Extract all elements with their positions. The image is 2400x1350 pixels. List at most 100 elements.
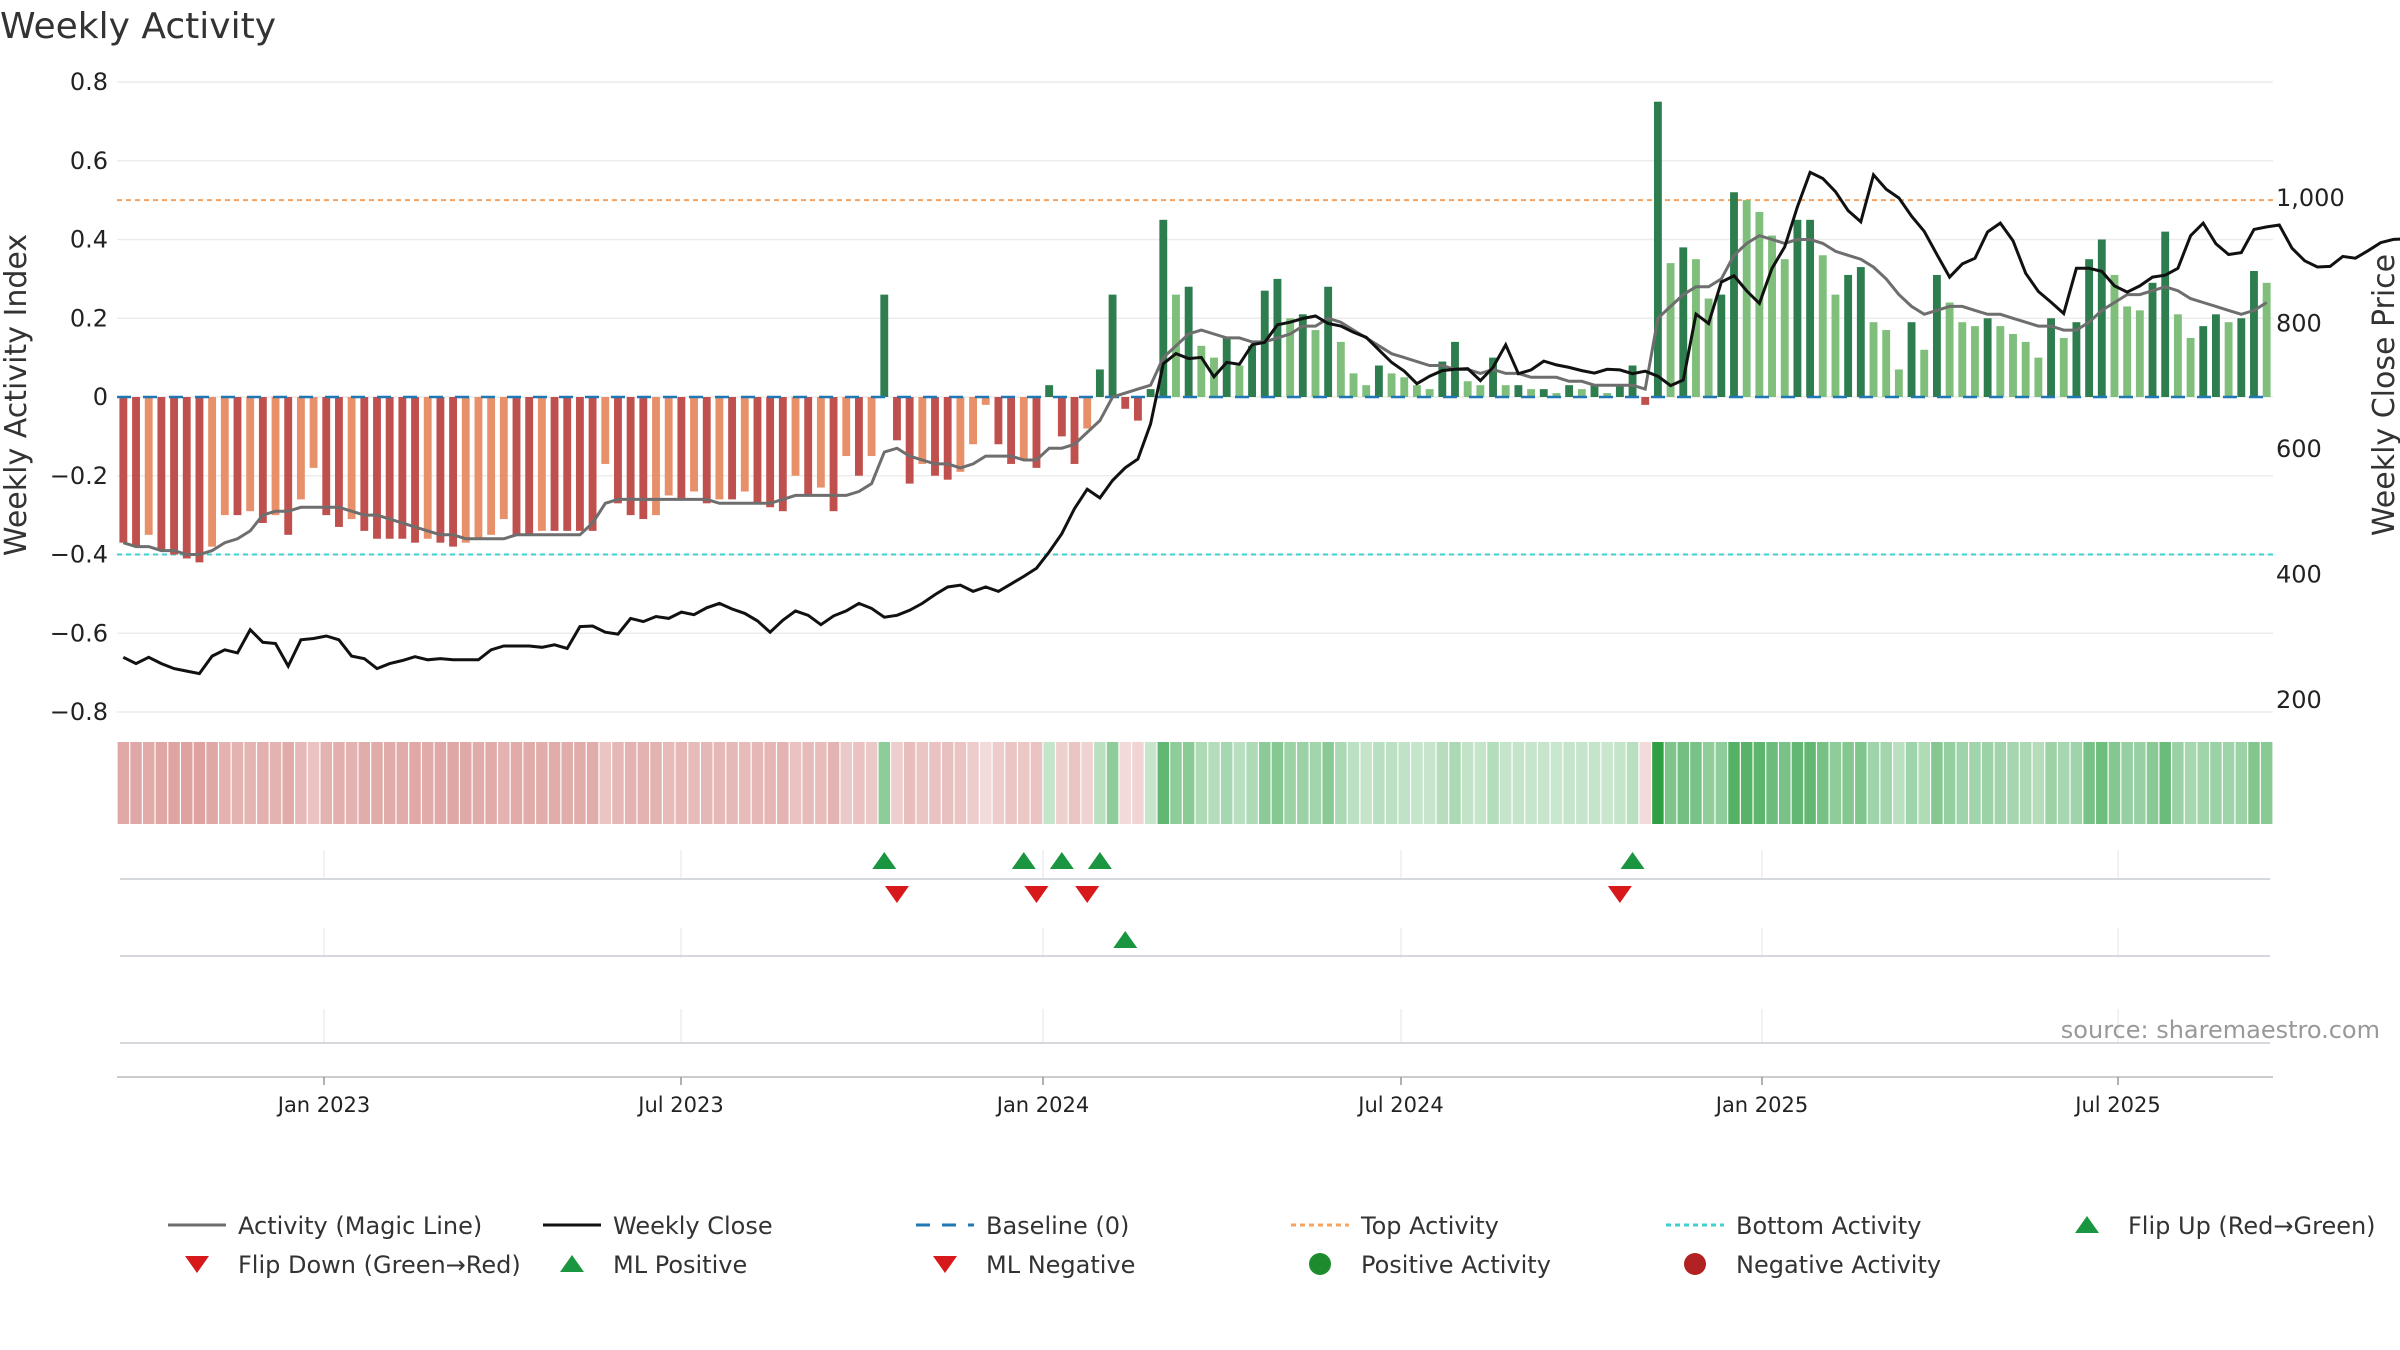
- activity-bar: [626, 397, 635, 516]
- activity-bar: [1032, 397, 1041, 468]
- legend-swatch: [185, 1256, 209, 1273]
- activity-bar: [2085, 259, 2094, 397]
- heat-cell: [548, 742, 561, 824]
- activity-bar: [220, 397, 229, 516]
- activity-bar: [2237, 318, 2246, 397]
- heat-cell: [586, 742, 599, 824]
- heat-cell: [916, 742, 929, 824]
- activity-bar: [2021, 341, 2030, 397]
- heat-cell: [1144, 742, 1157, 824]
- activity-bar: [1222, 337, 1231, 397]
- heat-cell: [1043, 742, 1055, 824]
- activity-bar: [1831, 294, 1840, 397]
- activity-bar: [2009, 334, 2017, 397]
- heat-cell: [2058, 742, 2070, 824]
- heat-cell: [840, 742, 852, 824]
- left-tick-label: 0.8: [70, 68, 108, 96]
- heat-cell: [1195, 742, 1208, 824]
- heat-cell: [2159, 742, 2171, 824]
- heat-cell: [244, 742, 256, 824]
- heat-cell: [168, 742, 180, 824]
- heat-cell: [891, 742, 903, 824]
- activity-bar: [512, 397, 521, 535]
- activity-bar: [271, 397, 280, 516]
- activity-bar: [1717, 294, 1726, 397]
- activity-bar: [2123, 306, 2132, 397]
- activity-bar: [1679, 247, 1688, 397]
- legend-label: ML Positive: [613, 1251, 747, 1279]
- activity-bar: [1235, 365, 1244, 397]
- activity-bar: [740, 397, 749, 492]
- activity-bar: [753, 397, 762, 504]
- activity-bar: [893, 397, 901, 441]
- heat-cell: [1880, 742, 1892, 824]
- heat-cell: [206, 742, 218, 824]
- activity-bar: [385, 397, 394, 539]
- heat-cell: [358, 742, 371, 824]
- x-axis-ticks: Jan 2023 Jul 2023 Jan 2024 Jul 2024 Jan 2025…: [276, 1077, 2161, 1117]
- heat-cell: [802, 742, 814, 824]
- legend-swatch: [1684, 1253, 1706, 1275]
- heat-cell: [726, 742, 738, 824]
- legend-swatch: [1309, 1253, 1331, 1275]
- activity-bar: [2250, 271, 2258, 397]
- heat-cell: [1182, 742, 1195, 824]
- heat-cell: [1753, 742, 1766, 824]
- heat-cell: [1778, 742, 1791, 824]
- heat-cell: [1817, 742, 1829, 824]
- activity-bar: [1184, 286, 1193, 397]
- activity-bar: [1108, 294, 1117, 397]
- heat-cell: [903, 742, 916, 824]
- heat-cell: [2083, 742, 2095, 824]
- heat-cell: [1842, 742, 1854, 824]
- heat-cell: [1804, 742, 1816, 824]
- activity-bar: [170, 397, 179, 555]
- legend-label: Baseline (0): [986, 1212, 1129, 1240]
- heat-cell: [1994, 742, 2007, 824]
- x-tick-label: Jul 2024: [1356, 1093, 1443, 1117]
- activity-bar: [2135, 310, 2144, 397]
- heat-cell: [777, 742, 789, 824]
- heat-cell: [1918, 742, 1930, 824]
- left-tick-label: −0.6: [50, 619, 108, 647]
- heat-cell: [1170, 742, 1182, 824]
- activity-bar: [1780, 259, 1789, 397]
- activity-bar: [1298, 314, 1307, 397]
- heat-cell: [333, 742, 345, 824]
- flip-up-marker: [1620, 852, 1645, 869]
- activity-bar: [2059, 337, 2068, 397]
- activity-bar: [1869, 322, 1878, 397]
- activity-bar: [1958, 322, 1967, 397]
- activity-bar: [1615, 385, 1624, 397]
- flip-up-marker: [1087, 852, 1112, 869]
- heat-cell: [485, 742, 497, 824]
- right-axis-label: Weekly Close Price: [2367, 254, 2400, 536]
- activity-bar: [2110, 274, 2119, 397]
- activity-bar: [360, 397, 369, 531]
- activity-bar: [309, 397, 318, 468]
- x-tick-label: Jul 2025: [2073, 1093, 2160, 1117]
- activity-bar: [2262, 282, 2271, 397]
- activity-bar: [2186, 337, 2195, 397]
- heat-cell: [2007, 742, 2019, 824]
- activity-bar: [258, 397, 267, 523]
- flip-down-marker: [1607, 886, 1632, 903]
- activity-bar: [233, 397, 242, 516]
- heat-cell: [1525, 742, 1537, 824]
- activity-bar: [1552, 393, 1561, 397]
- activity-bar: [728, 397, 737, 500]
- heat-cell: [1981, 742, 1994, 824]
- legend-label: Positive Activity: [1361, 1251, 1551, 1279]
- activity-bar: [499, 397, 508, 520]
- heat-cell: [1702, 742, 1715, 824]
- heat-cell: [853, 742, 865, 824]
- activity-bar: [2034, 357, 2043, 397]
- activity-bar: [690, 397, 698, 492]
- heat-cell: [2235, 742, 2248, 824]
- heat-cell: [1005, 742, 1017, 824]
- legend-label: Activity (Magic Line): [238, 1212, 482, 1240]
- heat-cell: [447, 742, 459, 824]
- heat-cell: [1246, 742, 1258, 824]
- activity-bar: [804, 397, 813, 496]
- activity-bar: [1971, 326, 1979, 397]
